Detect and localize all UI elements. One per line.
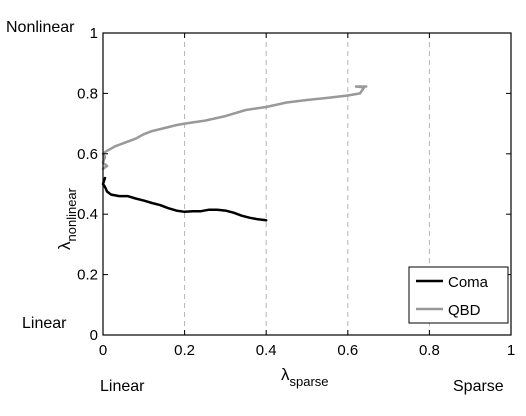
y-axis-label: λnonlinear	[55, 187, 79, 250]
x-left-corner-label: Linear	[100, 378, 145, 395]
tick-labels: 0 0.2 0.4 0.6 0.8 1 0 0.2 0.4 0.6 0.8 1	[77, 25, 515, 359]
plot-frame	[102, 32, 512, 336]
y-tick-label-4: 0.8	[77, 85, 98, 102]
grid-lines	[184, 33, 430, 335]
y-tick-label-2: 0.4	[77, 206, 98, 223]
x-tick-label-0: 0	[99, 342, 107, 359]
series-line-coma	[101, 176, 268, 222]
y-axis-label-main: λ	[55, 241, 74, 250]
y-tick-label-1: 0.2	[77, 267, 98, 284]
x-tick-label-3: 0.6	[337, 342, 358, 359]
x-tick-label-1: 0.2	[174, 342, 195, 359]
y-tick-label-5: 1	[90, 25, 98, 42]
x-tick-label-2: 0.4	[256, 342, 277, 359]
legend-label-qbd: QBD	[448, 302, 481, 319]
legend-label-coma: Coma	[448, 274, 489, 291]
y-tick-label-0: 0	[90, 327, 98, 344]
x-tick-label-5: 1	[507, 342, 515, 359]
y-tick-label-3: 0.6	[77, 146, 98, 163]
series-line-qbd	[101, 85, 368, 171]
x-axis-label-subscript: sparse	[290, 374, 329, 389]
legend: Coma QBD	[408, 266, 509, 324]
y-axis-label-subscript: nonlinear	[64, 187, 79, 241]
y-bottom-corner-label: Linear	[22, 315, 67, 332]
axis-ticks	[102, 32, 512, 336]
x-tick-label-4: 0.8	[419, 342, 440, 359]
legend-box	[408, 266, 509, 324]
x-axis-label-main: λ	[281, 365, 290, 384]
y-top-corner-label: Nonlinear	[6, 19, 75, 36]
x-axis-label: λsparse	[281, 365, 329, 389]
x-right-corner-label: Sparse	[453, 378, 504, 395]
series-lines	[101, 85, 368, 222]
